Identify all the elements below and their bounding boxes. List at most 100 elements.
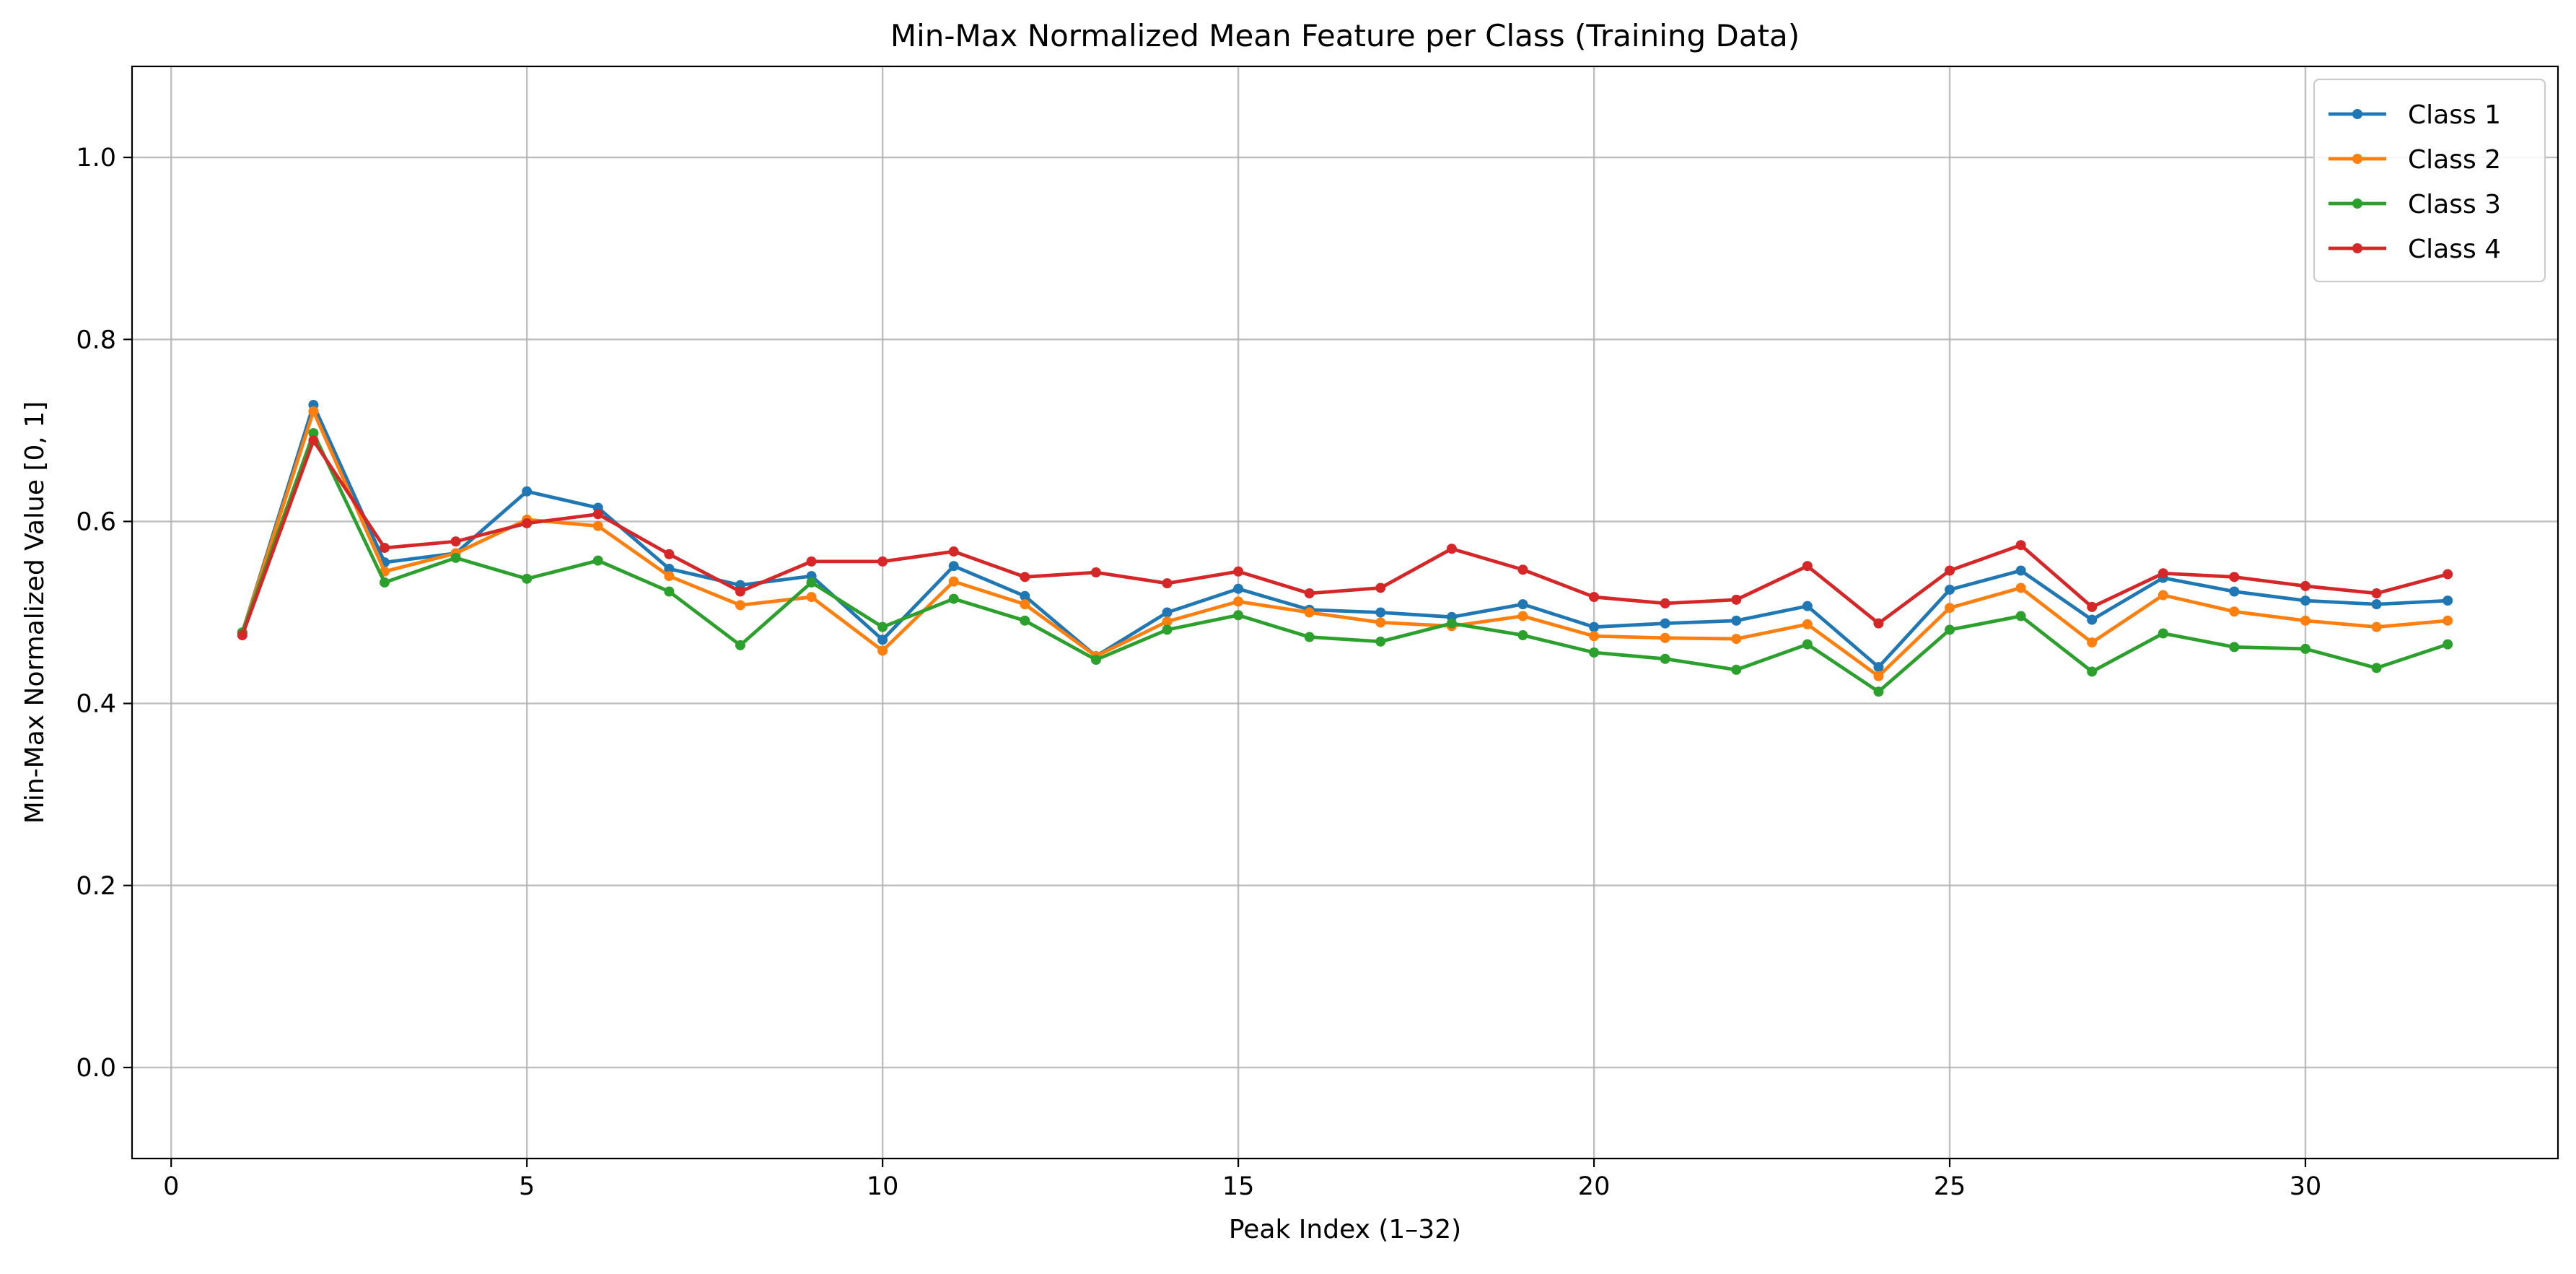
data-point [806,577,817,588]
data-point [380,542,390,553]
series-line [240,403,2448,669]
data-point [877,621,888,632]
x-tick-label: 5 [519,1172,535,1201]
data-point [2443,615,2453,626]
data-point [1162,616,1173,627]
legend-item: Class 4 [2329,235,2501,264]
data-point [1802,561,1813,572]
data-point [1375,617,1386,628]
data-point [1090,567,1101,578]
data-point [1375,583,1386,593]
legend-label: Class 4 [2408,235,2501,264]
data-point [308,406,319,416]
data-point [1589,621,1600,632]
y-tick-label: 0.2 [76,872,116,901]
legend-marker [2352,154,2362,164]
data-point [948,576,959,587]
data-point [1945,584,1955,595]
data-point [1660,632,1670,643]
data-point [1731,664,1742,675]
data-point [1945,565,1955,576]
data-point [1731,594,1742,605]
data-point [1375,607,1386,618]
data-point [1020,590,1030,601]
data-point [450,536,461,547]
data-point [592,520,603,531]
data-point [664,586,675,597]
data-point [1873,662,1884,673]
data-point [2087,666,2098,677]
data-point [806,556,817,567]
chart-title: Min-Max Normalized Mean Feature per Clas… [890,18,1800,53]
data-point [1162,607,1173,618]
y-tick-label: 0.0 [76,1054,116,1083]
legend-item: Class 3 [2329,190,2501,219]
ticks: 0 5 10 15 20 25 30 0.0 0.2 0.4 0.6 0.8 1.0 [76,144,2321,1201]
series-4 [237,435,2453,641]
data-point [1090,655,1101,666]
y-axis-label: Min-Max Normalized Value [0, 1] [20,401,50,824]
data-point [2443,569,2453,580]
data-point [1589,631,1600,642]
data-point [1517,564,1528,575]
data-point [1873,686,1884,697]
data-point [1162,624,1173,635]
series-layer [237,400,2453,697]
data-point [1731,634,1742,645]
legend-marker [2352,109,2362,119]
data-point [1233,610,1244,621]
data-point [2371,599,2382,610]
data-point [2157,628,2168,639]
data-point [948,561,959,572]
data-point [380,577,390,588]
data-point [1304,632,1315,642]
x-tick-label: 10 [867,1172,899,1201]
data-point [877,645,888,656]
data-point [2371,621,2382,632]
data-point [1589,647,1600,658]
data-point [1873,671,1884,681]
data-point [1660,618,1670,629]
data-point [237,630,247,641]
data-point [2157,590,2168,601]
x-tick-label: 0 [163,1172,179,1201]
data-point [2087,614,2098,625]
data-point [308,435,319,446]
y-tick-label: 0.8 [76,326,116,354]
data-point [1446,544,1457,554]
legend-marker [2352,243,2362,253]
series-3 [237,428,2453,697]
data-point [735,640,745,650]
data-point [308,428,319,439]
data-point [806,592,817,603]
data-point [1020,572,1030,583]
data-point [1945,624,1955,635]
data-point [1802,619,1813,629]
data-point [2300,615,2310,626]
data-point [2371,588,2382,599]
data-point [2443,595,2453,606]
series-line [240,409,2448,679]
data-point [948,593,959,604]
data-point [1589,592,1600,603]
data-point [664,549,675,559]
data-point [1233,583,1244,594]
x-tick-label: 25 [1934,1172,1966,1201]
data-point [2015,565,2026,576]
legend-label: Class 2 [2408,145,2501,175]
data-point [664,571,675,582]
data-point [735,600,745,611]
data-point [2300,595,2310,606]
data-point [948,546,959,557]
data-point [1731,615,1742,626]
data-point [1020,615,1030,626]
data-point [522,573,533,584]
legend: Class 1 Class 2 Class 3 Class 4 [2313,78,2546,283]
data-point [2087,601,2098,612]
data-point [2229,606,2240,617]
data-point [877,556,888,567]
data-point [2157,568,2168,579]
data-point [1517,611,1528,621]
data-point [522,486,533,497]
